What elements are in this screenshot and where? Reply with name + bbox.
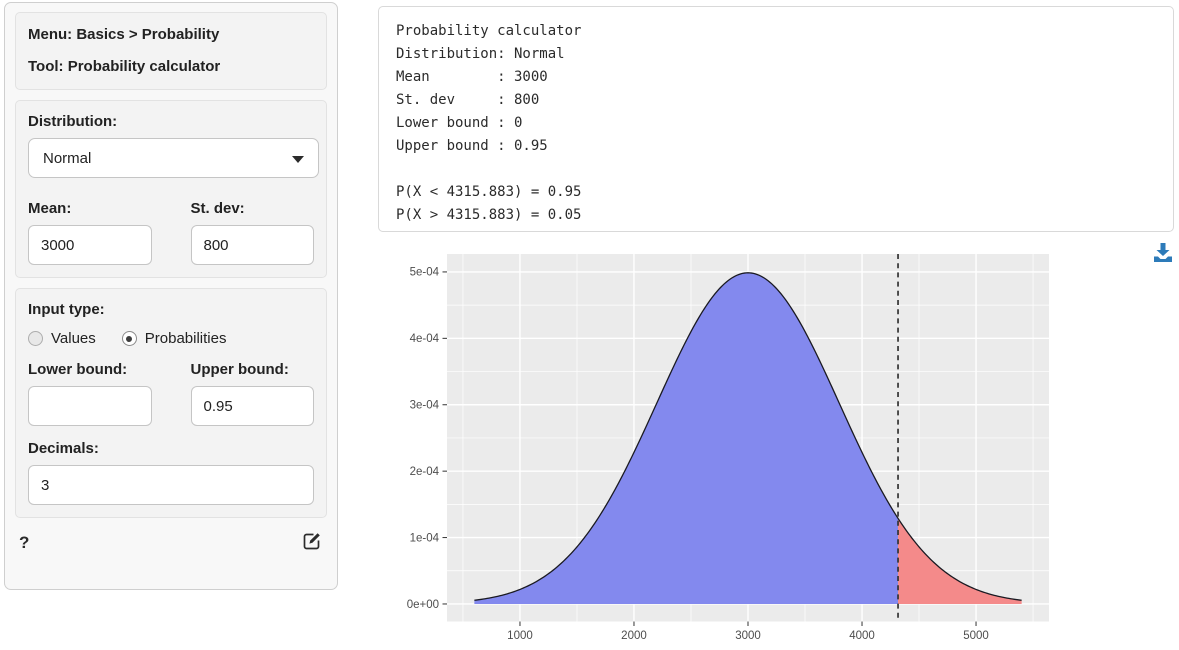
svg-text:1e-04: 1e-04 bbox=[410, 532, 440, 544]
distribution-label: Distribution: bbox=[28, 113, 118, 130]
svg-text:5000: 5000 bbox=[963, 630, 989, 642]
input-type-radio-group: Values Probabilities bbox=[28, 330, 314, 347]
svg-text:1000: 1000 bbox=[507, 630, 533, 642]
decimals-label: Decimals: bbox=[28, 440, 99, 457]
input-type-panel: Input type: Values Probabilities Lower b… bbox=[15, 288, 327, 518]
svg-text:3e-04: 3e-04 bbox=[410, 400, 440, 412]
upper-bound-label: Upper bound: bbox=[190, 361, 289, 378]
svg-text:2e-04: 2e-04 bbox=[410, 466, 440, 478]
sidebar-footer: ? bbox=[15, 530, 327, 556]
input-type-label: Input type: bbox=[28, 301, 105, 318]
radio-probabilities-label: Probabilities bbox=[144, 330, 227, 347]
svg-text:4000: 4000 bbox=[849, 630, 875, 642]
stdev-input[interactable] bbox=[190, 225, 314, 265]
svg-text:2000: 2000 bbox=[621, 630, 647, 642]
svg-text:3000: 3000 bbox=[735, 630, 761, 642]
sidebar: Menu: Basics > Probability Tool: Probabi… bbox=[4, 2, 338, 590]
decimals-input[interactable] bbox=[28, 465, 314, 505]
upper-bound-input[interactable] bbox=[190, 386, 314, 426]
summary-output: Probability calculator Distribution: Nor… bbox=[378, 6, 1174, 232]
normal-density-chart: 1000 2000 3000 4000 5000 0e+00 1e-04 2e-04 3e-04… bbox=[407, 254, 1049, 642]
distribution-selected-value: Normal bbox=[43, 149, 92, 167]
console-text: Probability calculator Distribution: Nor… bbox=[396, 23, 582, 223]
radio-probabilities[interactable]: Probabilities bbox=[121, 330, 227, 347]
stdev-label: St. dev: bbox=[190, 200, 245, 217]
mean-input[interactable] bbox=[28, 225, 152, 265]
chevron-down-icon bbox=[292, 156, 304, 163]
svg-text:0e+00: 0e+00 bbox=[407, 599, 439, 611]
svg-text:5e-04: 5e-04 bbox=[410, 267, 440, 279]
report-edit-icon[interactable] bbox=[302, 530, 323, 556]
menu-breadcrumb: Menu: Basics > Probability bbox=[28, 26, 220, 43]
probability-plot: 1000 2000 3000 4000 5000 0e+00 1e-04 2e-04 3e-04… bbox=[388, 248, 1056, 644]
radio-circle-icon bbox=[121, 331, 137, 346]
tool-title: Tool: Probability calculator bbox=[28, 58, 221, 75]
radio-circle-icon bbox=[28, 331, 43, 346]
radio-values[interactable]: Values bbox=[28, 330, 96, 347]
download-plot-icon[interactable] bbox=[1153, 243, 1175, 263]
lower-bound-label: Lower bound: bbox=[28, 361, 128, 378]
help-icon[interactable]: ? bbox=[19, 533, 30, 552]
radio-values-label: Values bbox=[51, 330, 96, 347]
distribution-panel: Distribution: Normal Mean: St. dev: bbox=[15, 100, 327, 278]
menu-panel: Menu: Basics > Probability Tool: Probabi… bbox=[15, 12, 327, 90]
lower-bound-input[interactable] bbox=[28, 386, 152, 426]
svg-text:4e-04: 4e-04 bbox=[410, 333, 440, 345]
mean-label: Mean: bbox=[28, 200, 72, 217]
distribution-select[interactable]: Normal bbox=[28, 138, 319, 178]
